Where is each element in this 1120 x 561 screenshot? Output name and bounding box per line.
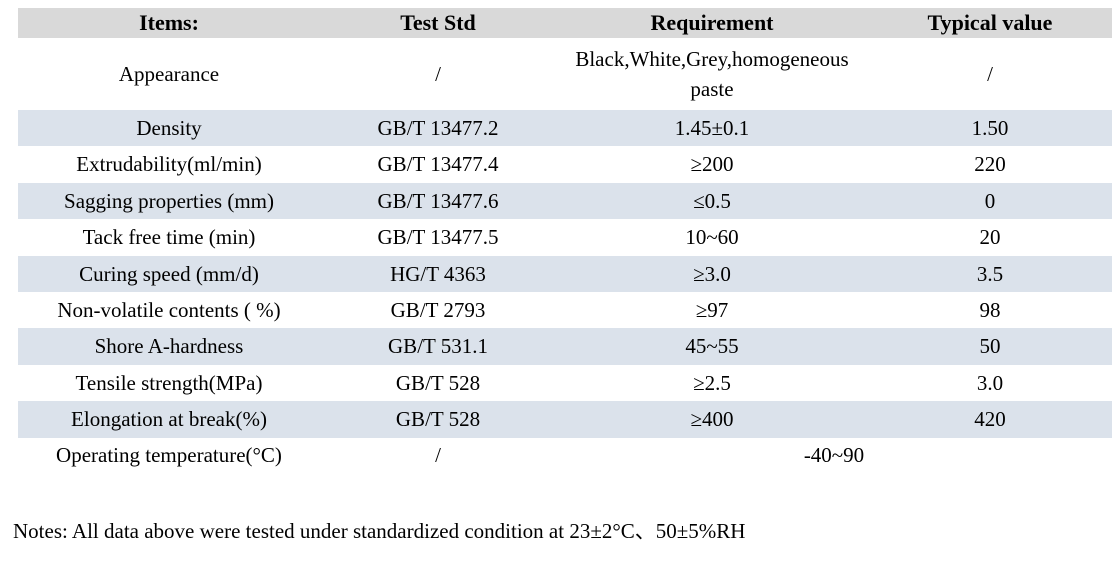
cell-test-std: GB/T 13477.6 (377, 188, 499, 213)
cell-requirement: 10~60 (685, 225, 739, 250)
cell-test-std: GB/T 528 (395, 370, 481, 395)
cell-test-std: GB/T 528 (395, 407, 481, 432)
cell-typical-value: 1.50 (971, 115, 1009, 140)
table-row-operating-temperature: Operating temperature(°C) / -40~90 (18, 438, 1112, 474)
table-row-non-volatile-contents: Non-volatile contents ( %) GB/T 2793 ≥97… (18, 292, 1112, 328)
table-row-sagging-properties: Sagging properties (mm) GB/T 13477.6 ≤0.… (18, 182, 1112, 220)
cell-typical-value: 3.0 (976, 370, 1004, 395)
table-row-elongation-at-break: Elongation at break(%) GB/T 528 ≥400 420 (18, 401, 1112, 438)
cell-item: Density (136, 115, 202, 140)
table-row-shore-a-hardness: Shore A-hardness GB/T 531.1 45~55 50 (18, 328, 1112, 365)
cell-item: Extrudability(ml/min) (76, 152, 262, 177)
cell-requirement: 45~55 (685, 334, 739, 359)
cell-typical-value: 220 (974, 152, 1006, 177)
cell-requirement: ≤0.5 (693, 188, 731, 213)
cell-typical-value: / (987, 61, 993, 86)
cell-test-std: GB/T 13477.2 (377, 115, 499, 140)
cell-item: Sagging properties (mm) (64, 188, 274, 213)
table-row-appearance: Appearance / Black,White,Grey,homogeneou… (18, 38, 1112, 110)
cell-requirement: -40~90 (803, 443, 865, 468)
cell-typical-value: 20 (979, 225, 1001, 250)
table-header-row: Items: Test Std Requirement Typical valu… (18, 8, 1112, 38)
cell-test-std: HG/T 4363 (390, 261, 486, 286)
cell-typical-value: 98 (979, 297, 1001, 322)
cell-requirement: Black,White,Grey,homogeneous paste (575, 46, 849, 101)
cell-item: Operating temperature(°C) (56, 443, 282, 468)
cell-test-std: GB/T 531.1 (388, 334, 488, 359)
cell-requirement: ≥2.5 (693, 370, 731, 395)
cell-typical-value: 0 (984, 188, 996, 213)
column-header-items: Items: (139, 9, 199, 35)
cell-typical-value: 420 (974, 407, 1006, 432)
cell-test-std: GB/T 2793 (390, 297, 486, 322)
cell-typical-value: 3.5 (976, 261, 1004, 286)
table-row-curing-speed: Curing speed (mm/d) HG/T 4363 ≥3.0 3.5 (18, 255, 1112, 292)
column-header-typical-value: Typical value (927, 9, 1053, 35)
spec-table: Items: Test Std Requirement Typical valu… (18, 8, 1112, 474)
cell-requirement: ≥97 (695, 297, 729, 322)
cell-item: Shore A-hardness (94, 334, 244, 359)
table-row-extrudability: Extrudability(ml/min) GB/T 13477.4 ≥200 … (18, 146, 1112, 182)
cell-test-std: / (435, 443, 441, 468)
cell-requirement: ≥3.0 (693, 261, 731, 286)
cell-test-std: / (435, 61, 441, 86)
cell-typical-value: 50 (979, 334, 1001, 359)
table-row-density: Density GB/T 13477.2 1.45±0.1 1.50 (18, 110, 1112, 147)
column-header-requirement: Requirement (650, 9, 774, 35)
cell-requirement: ≥200 (690, 152, 734, 177)
notes-text: Notes: All data above were tested under … (13, 519, 746, 543)
table-row-tensile-strength: Tensile strength(MPa) GB/T 528 ≥2.5 3.0 (18, 365, 1112, 401)
cell-test-std: GB/T 13477.4 (377, 152, 499, 177)
cell-item: Curing speed (mm/d) (79, 261, 259, 286)
cell-item: Non-volatile contents ( %) (57, 297, 281, 322)
cell-item: Appearance (118, 61, 220, 86)
cell-requirement: 1.45±0.1 (674, 115, 750, 140)
cell-item: Tack free time (min) (82, 225, 256, 250)
column-header-test-std: Test Std (400, 9, 476, 35)
cell-test-std: GB/T 13477.5 (377, 225, 499, 250)
cell-item: Elongation at break(%) (71, 407, 267, 432)
cell-requirement: ≥400 (690, 407, 734, 432)
table-row-tack-free-time: Tack free time (min) GB/T 13477.5 10~60 … (18, 219, 1112, 255)
cell-item: Tensile strength(MPa) (75, 370, 263, 395)
